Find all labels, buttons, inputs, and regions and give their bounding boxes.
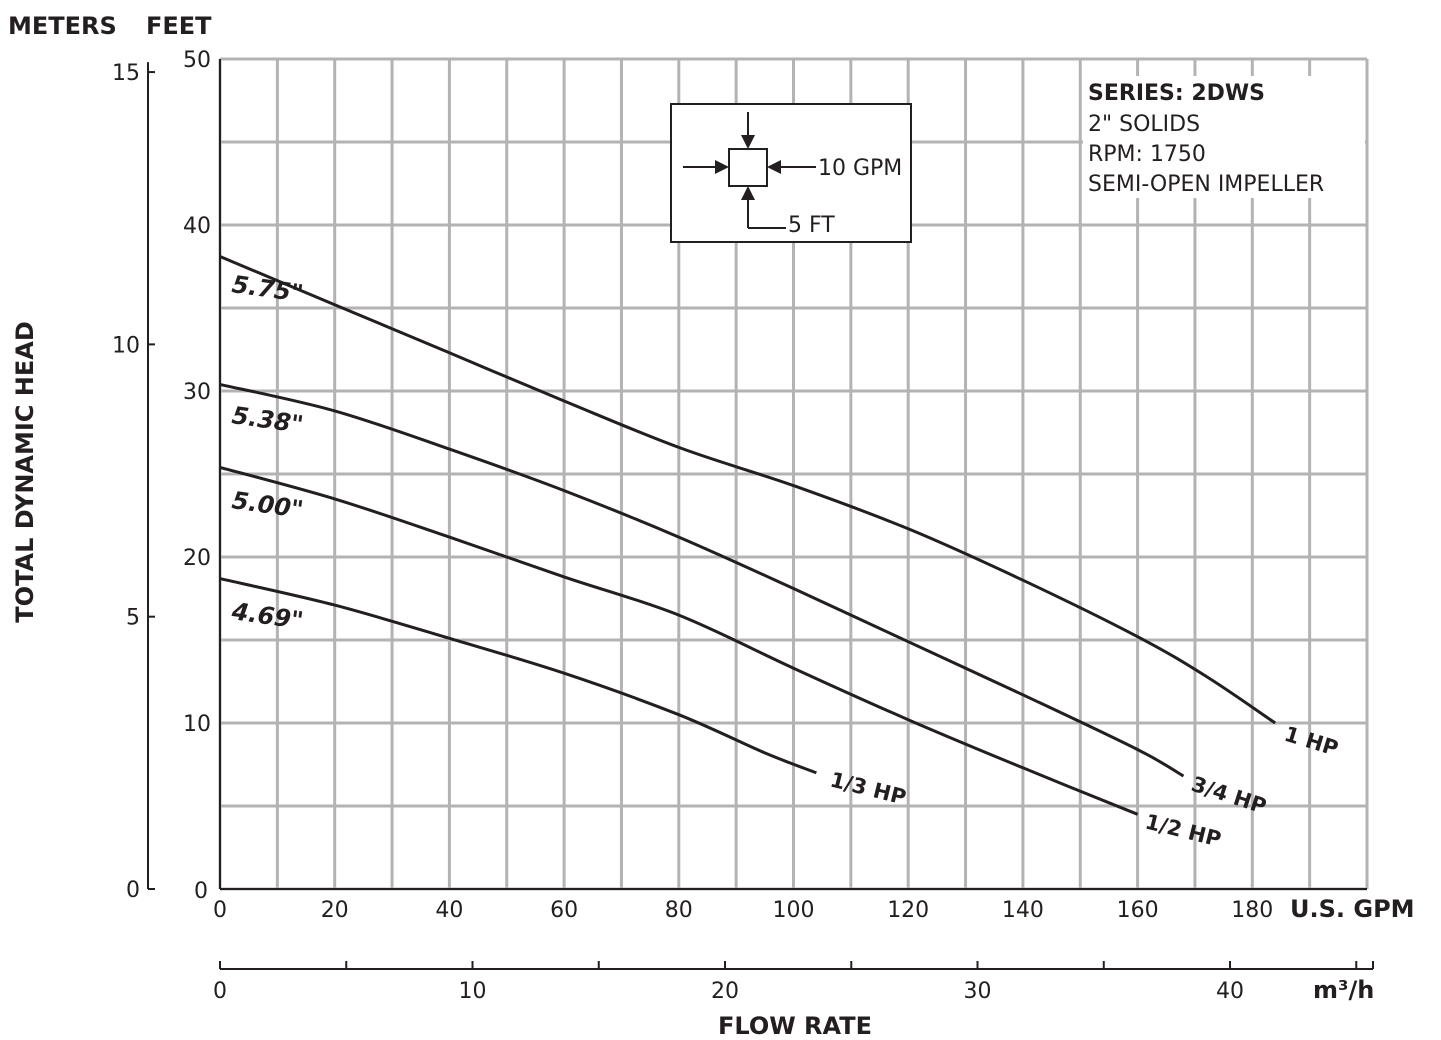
horsepower-label: 1/2 HP bbox=[1143, 810, 1224, 852]
feet-tick-label: 20 bbox=[183, 546, 211, 571]
info-background bbox=[1083, 76, 1365, 198]
feet-unit-label: FEET bbox=[146, 12, 212, 40]
m3h-tick-label: 20 bbox=[711, 979, 739, 1004]
feet-tick-label: 0 bbox=[194, 879, 208, 904]
info-series: SERIES: 2DWS bbox=[1088, 81, 1265, 106]
gpm-unit-label: U.S. GPM bbox=[1290, 895, 1415, 923]
scale-head-label: 5 FT bbox=[788, 213, 835, 238]
gpm-tick-label: 100 bbox=[773, 898, 815, 923]
gpm-tick-label: 0 bbox=[213, 898, 227, 923]
impeller-diameter-label: 5.00" bbox=[230, 486, 305, 524]
gpm-tick-label: 20 bbox=[321, 898, 349, 923]
impeller-diameter-label: 5.38" bbox=[230, 401, 305, 439]
scale-arrow-right-head bbox=[767, 160, 781, 174]
meters-tick-label: 5 bbox=[126, 606, 140, 631]
impeller-diameter-label: 5.75" bbox=[230, 270, 305, 308]
curve-2 bbox=[219, 382, 1185, 778]
scale-arrow-top-head bbox=[741, 135, 755, 149]
x-axis-title: FLOW RATE bbox=[718, 1012, 872, 1040]
horsepower-label: 3/4 HP bbox=[1188, 772, 1269, 819]
info-impeller: SEMI-OPEN IMPELLER bbox=[1088, 172, 1324, 197]
scale-flow-label: 10 GPM bbox=[818, 156, 902, 181]
meters-tick-label: 0 bbox=[126, 878, 140, 903]
meters-tick-label: 15 bbox=[112, 61, 140, 86]
m3h-unit-label: m³/h bbox=[1313, 976, 1374, 1004]
feet-tick-label: 30 bbox=[183, 380, 211, 405]
gpm-tick-label: 60 bbox=[550, 898, 578, 923]
gpm-tick-label: 140 bbox=[1002, 898, 1044, 923]
curves bbox=[219, 255, 1277, 816]
feet-tick-label: 50 bbox=[183, 48, 211, 73]
m3h-tick-label: 40 bbox=[1216, 979, 1244, 1004]
info-rpm: RPM: 1750 bbox=[1088, 142, 1206, 167]
info-solids: 2" SOLIDS bbox=[1088, 112, 1200, 137]
scale-box-square bbox=[728, 148, 768, 187]
gpm-tick-label: 160 bbox=[1117, 898, 1159, 923]
curve-3 bbox=[219, 465, 1139, 816]
axes bbox=[147, 59, 1374, 970]
scale-box: 10 GPM 5 FT bbox=[670, 103, 912, 243]
m3h-tick-label: 30 bbox=[964, 979, 992, 1004]
feet-tick-label: 40 bbox=[183, 214, 211, 239]
feet-tick-label: 10 bbox=[183, 712, 211, 737]
gpm-tick-label: 120 bbox=[887, 898, 929, 923]
horsepower-label: 1 HP bbox=[1282, 722, 1342, 761]
gpm-tick-label: 80 bbox=[665, 898, 693, 923]
horsepower-label: 1/3 HP bbox=[828, 768, 909, 810]
scale-arrow-bottom-head bbox=[741, 186, 755, 200]
m3h-tick-label: 10 bbox=[459, 979, 487, 1004]
meters-unit-label: METERS bbox=[8, 12, 117, 40]
curve-1 bbox=[219, 255, 1277, 725]
y-axis-title: TOTAL DYNAMIC HEAD bbox=[11, 321, 39, 622]
curve-4 bbox=[219, 577, 817, 775]
scale-arrow-left-head bbox=[715, 160, 729, 174]
gpm-tick-label: 40 bbox=[435, 898, 463, 923]
gpm-tick-label: 180 bbox=[1231, 898, 1273, 923]
impeller-diameter-label: 4.69" bbox=[229, 597, 305, 635]
meters-tick-label: 10 bbox=[112, 333, 140, 358]
m3h-tick-label: 0 bbox=[213, 979, 227, 1004]
scale-box-frame bbox=[670, 103, 912, 243]
